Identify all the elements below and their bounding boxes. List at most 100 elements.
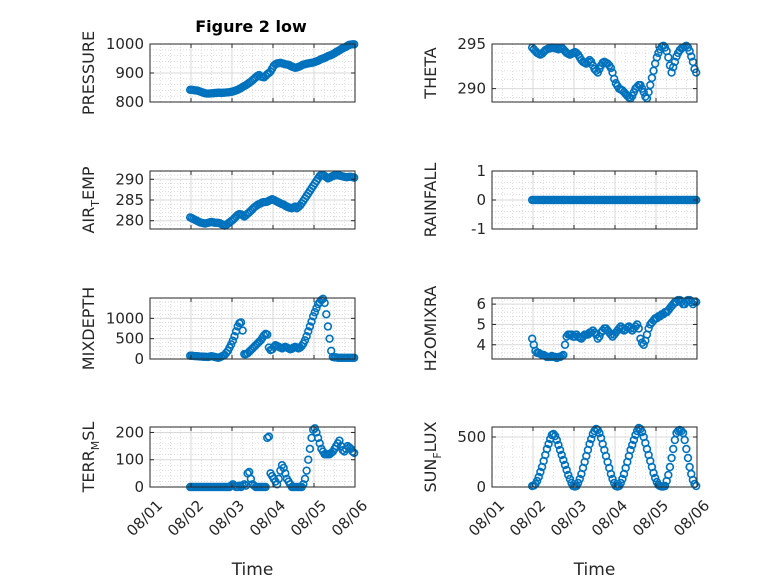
axes-frame [491, 297, 698, 360]
data-point [670, 57, 680, 67]
y-tick-label: 1000 [106, 35, 144, 53]
data-point [564, 470, 573, 480]
data-point [240, 480, 249, 489]
data-point [606, 330, 616, 339]
x-tick-label: 08/05 [287, 497, 330, 540]
data-point [606, 469, 616, 479]
y-tick-label: 290 [457, 80, 486, 98]
subplot-air-t-emp: 280 285 290 AIRTEMP [79, 166, 359, 234]
data-point [573, 478, 583, 488]
y-tick-label: 500 [115, 330, 144, 348]
y-tick-label: 200 [115, 423, 144, 441]
data-point [281, 469, 290, 478]
data-point [639, 340, 648, 349]
data-series [527, 195, 701, 205]
data-point [310, 424, 320, 433]
data-point [560, 340, 570, 349]
data-point [665, 462, 675, 472]
data-point [305, 322, 315, 331]
subplot-mixdepth: 0 500 1000 MIXDEPTH [79, 287, 359, 370]
data-point [554, 440, 563, 450]
data-point [318, 294, 328, 304]
x-tick-label: 08/06 [670, 497, 713, 540]
data-point [302, 466, 311, 475]
x-tick-label: 08/01 [465, 497, 508, 540]
data-point [557, 450, 566, 460]
data-point [552, 435, 561, 445]
data-point [272, 480, 282, 489]
data-series [527, 423, 701, 491]
data-point [593, 334, 602, 343]
y-tick-label: 0 [476, 191, 486, 209]
data-point [677, 426, 686, 436]
data-point [691, 68, 701, 77]
y-tick-label: 290 [115, 170, 144, 188]
y-axis-label: THETA [421, 47, 440, 99]
data-series [527, 295, 701, 363]
data-point [637, 427, 647, 437]
data-point [263, 433, 272, 443]
data-point [263, 330, 272, 339]
data-point [290, 202, 300, 211]
x-tick-label: 08/01 [123, 497, 166, 540]
y-tick-label: 4 [476, 336, 486, 354]
x-tick-label: 08/02 [164, 497, 207, 540]
data-point [667, 68, 676, 77]
data-series [185, 170, 359, 230]
data-point [308, 312, 318, 321]
x-axis-label: Time [231, 560, 274, 580]
data-point [685, 46, 694, 56]
data-point [628, 440, 637, 450]
data-point [587, 434, 596, 444]
data-point [349, 173, 359, 182]
data-point [349, 353, 359, 362]
data-point [559, 350, 568, 360]
y-axis-label: RAINFALL [421, 163, 440, 238]
subplot-rainfall: -1 0 1 RAINFALL [421, 162, 701, 238]
y-tick-label: 0 [476, 478, 486, 496]
data-point [325, 334, 334, 343]
data-point [587, 328, 596, 337]
data-point [575, 474, 584, 484]
y-tick-label: 800 [115, 93, 144, 111]
data-point [691, 297, 701, 307]
y-tick-label: 1000 [106, 309, 144, 327]
axes-frame [149, 297, 356, 360]
data-point [315, 439, 324, 448]
x-tick-label: 08/03 [547, 497, 590, 540]
data-series [185, 294, 359, 362]
y-tick-label: 1 [476, 162, 486, 180]
data-point [687, 297, 696, 307]
data-point [669, 62, 678, 72]
data-point [660, 481, 670, 491]
data-point [683, 453, 693, 463]
data-point [550, 431, 560, 441]
x-tick-label: 08/02 [506, 497, 549, 540]
data-point [279, 463, 288, 473]
y-tick-label: 285 [115, 191, 144, 209]
data-point [687, 52, 696, 61]
data-point [228, 336, 238, 345]
x-tick-label: 08/04 [588, 497, 631, 540]
data-point [302, 332, 311, 341]
data-point [664, 53, 673, 62]
y-tick-label: 100 [115, 451, 144, 469]
data-point [348, 447, 357, 456]
data-point [560, 460, 570, 470]
y-axis-label: H2OMIXRA [421, 286, 440, 372]
data-point [691, 195, 701, 205]
data-point [644, 324, 653, 333]
y-tick-label: 0 [134, 478, 144, 496]
x-axis-label: Time [573, 560, 616, 580]
data-point [534, 472, 543, 482]
y-tick-label: -1 [471, 220, 486, 238]
data-point [542, 444, 552, 454]
y-tick-label: 295 [457, 35, 486, 53]
data-point [300, 474, 310, 484]
data-point [680, 435, 689, 445]
data-point [555, 445, 565, 455]
x-tick-label: 08/04 [246, 497, 289, 540]
data-point [652, 53, 662, 62]
